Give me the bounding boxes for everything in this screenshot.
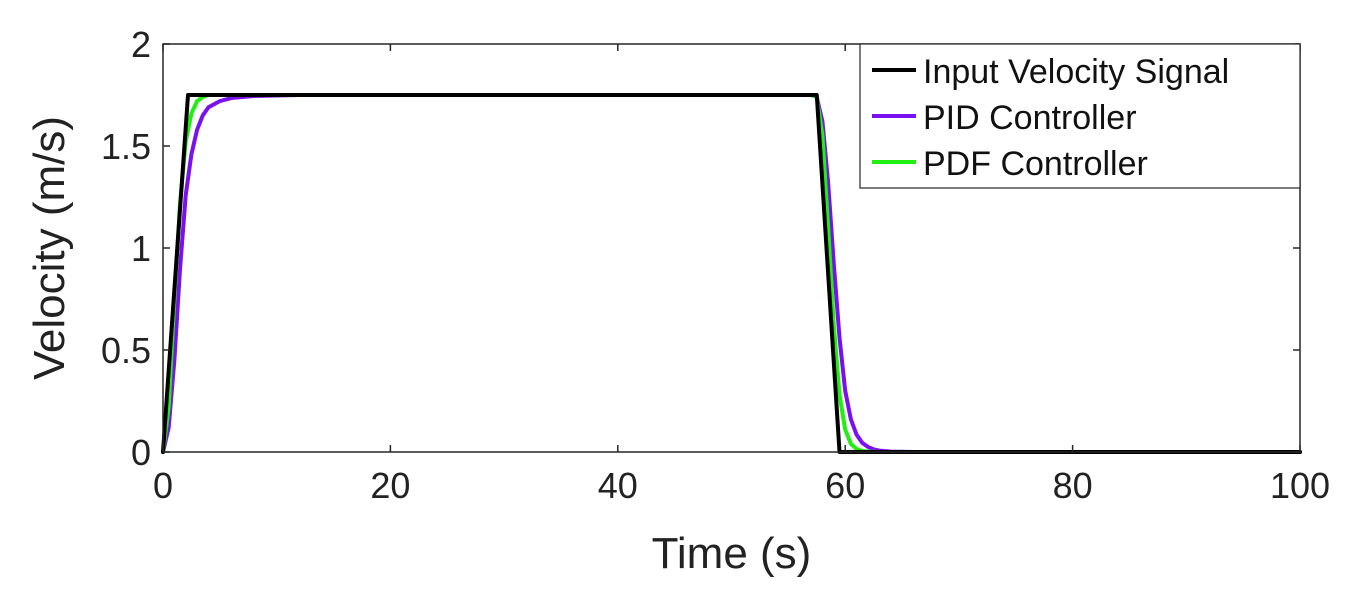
y-tick-label: 0.5 [101, 330, 151, 371]
y-tick-label: 1 [131, 228, 151, 269]
x-tick-label: 80 [1053, 465, 1093, 506]
x-tick-label: 20 [370, 465, 410, 506]
x-tick-label: 0 [153, 465, 173, 506]
x-tick-label: 100 [1270, 465, 1330, 506]
x-tick-label: 60 [825, 465, 865, 506]
y-tick-label: 0 [131, 432, 151, 473]
x-axis-title: Time (s) [652, 529, 812, 578]
y-axis-title: Velocity (m/s) [25, 116, 74, 380]
legend-label-pid-controller: PID Controller [923, 99, 1137, 137]
legend-label-input-velocity-signal: Input Velocity Signal [923, 53, 1229, 91]
x-tick-label: 40 [598, 465, 638, 506]
tick-layer: 0 20 40 60 80 100 0 0.5 1 1.5 2 [101, 24, 1330, 506]
legend-box [859, 43, 1301, 189]
y-tick-label: 1.5 [101, 126, 151, 167]
legend: Input Velocity Signal PID Controller PDF… [859, 43, 1301, 189]
y-tick-label: 2 [131, 24, 151, 65]
legend-label-pdf-controller: PDF Controller [923, 145, 1148, 183]
